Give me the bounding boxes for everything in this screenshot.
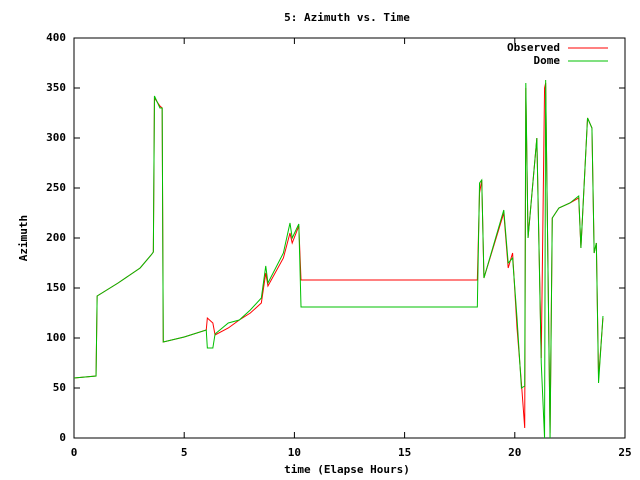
chart-title: 5: Azimuth vs. Time <box>284 11 410 24</box>
y-tick-label: 150 <box>46 281 66 294</box>
legend-label: Dome <box>534 54 561 67</box>
data-line <box>73 79 604 439</box>
x-tick-label: 20 <box>508 446 521 459</box>
x-tick-label: 25 <box>618 446 631 459</box>
x-tick-label: 10 <box>288 446 301 459</box>
y-tick-label: 350 <box>46 81 66 94</box>
y-tick-label: 200 <box>46 231 66 244</box>
x-tick-label: 5 <box>181 446 188 459</box>
y-tick-label: 400 <box>46 31 66 44</box>
y-tick-label: 250 <box>46 181 66 194</box>
y-tick-label: 50 <box>53 381 66 394</box>
y-axis-label: Azimuth <box>17 215 30 261</box>
x-tick-label: 0 <box>71 446 78 459</box>
y-tick-label: 100 <box>46 331 66 344</box>
legend-label: Observed <box>507 41 560 54</box>
y-tick-label: 0 <box>59 431 66 444</box>
y-tick-label: 300 <box>46 131 66 144</box>
x-tick-label: 15 <box>398 446 411 459</box>
x-axis-label: time (Elapse Hours) <box>284 463 410 476</box>
